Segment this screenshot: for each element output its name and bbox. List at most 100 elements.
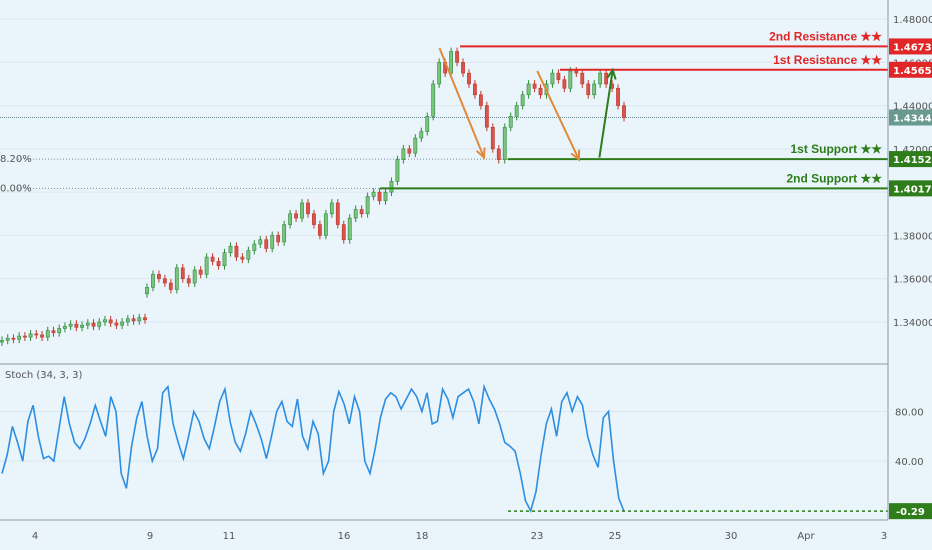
candle-body xyxy=(461,62,465,74)
candle-body xyxy=(137,317,142,322)
time-tick-label: 11 xyxy=(223,531,236,542)
candle-body xyxy=(85,322,90,326)
candle-body xyxy=(467,72,471,85)
level-price-tag xyxy=(889,61,932,78)
candle-body xyxy=(598,72,603,85)
candle-body xyxy=(490,126,495,150)
candle-body xyxy=(377,191,382,202)
candle-body xyxy=(145,287,149,295)
candle-body xyxy=(365,196,370,215)
candle-body xyxy=(562,79,567,89)
price-tick-label: 1.44000 xyxy=(893,102,932,113)
candle-body xyxy=(157,274,161,279)
candle-body xyxy=(496,148,501,160)
time-tick-label: 4 xyxy=(32,531,38,542)
level-price-tag xyxy=(889,38,932,55)
time-tick-label: Apr xyxy=(797,531,815,542)
trend-arrows xyxy=(438,47,617,162)
candle-body xyxy=(568,70,573,89)
stoch-tick-label: 80.00 xyxy=(895,407,924,418)
price-tick-label: 1.34000 xyxy=(893,318,932,329)
candle-body xyxy=(151,274,155,288)
price-tick-label: 1.48000 xyxy=(893,15,932,26)
candle-body xyxy=(288,213,293,225)
trend-arrow xyxy=(598,69,614,158)
stoch-value: -0.29 xyxy=(896,507,925,518)
candle-body xyxy=(484,105,489,128)
level-price-tag xyxy=(889,180,932,197)
candle-body xyxy=(28,333,33,338)
candle-body xyxy=(604,72,609,85)
candle-body xyxy=(17,335,22,340)
price-tick-label: 1.38000 xyxy=(893,231,932,242)
price-tick-label: 1.36000 xyxy=(893,275,932,286)
candle-body xyxy=(353,209,358,219)
candle-body xyxy=(586,83,591,96)
candle-body xyxy=(63,325,67,329)
candle-body xyxy=(335,202,340,225)
trend-arrow xyxy=(438,47,485,158)
candle-body xyxy=(192,269,197,284)
candle-body xyxy=(473,83,477,96)
candle-body xyxy=(198,269,203,275)
candle-body xyxy=(389,181,394,193)
candle-body xyxy=(520,94,525,106)
candle-body xyxy=(449,51,453,74)
candle-body xyxy=(68,323,73,327)
candle-body xyxy=(413,137,418,154)
candle-body xyxy=(532,83,537,89)
trend-arrow-head xyxy=(606,67,617,80)
time-axis: 4 9 11 16 18 23 25 30 Apr 3 xyxy=(0,519,888,542)
candle-body xyxy=(258,239,263,245)
candle-body xyxy=(168,282,173,290)
candle-body xyxy=(329,202,334,215)
candle-body xyxy=(574,70,579,74)
candle-body xyxy=(264,239,269,249)
candle-body xyxy=(57,328,62,334)
candle-body xyxy=(51,330,56,334)
candle-body xyxy=(143,317,147,321)
candle-body xyxy=(103,319,107,323)
candle-body xyxy=(45,330,50,338)
candle-body xyxy=(222,252,227,267)
level-price-value: 1.41528 xyxy=(893,155,932,166)
time-tick-label: 16 xyxy=(338,531,351,542)
candle-body xyxy=(508,116,513,128)
candle-body xyxy=(11,337,16,340)
price-tick-label: 1.42000 xyxy=(893,145,932,156)
candle-body xyxy=(74,323,79,328)
candle-body xyxy=(91,322,96,327)
candle-body xyxy=(162,278,167,284)
candle-body xyxy=(371,191,376,197)
level-price-value: 1.46734 xyxy=(893,42,932,53)
candle-body xyxy=(478,94,483,106)
candle-body xyxy=(276,235,281,243)
candle-body xyxy=(300,202,304,219)
candle-body xyxy=(306,202,310,215)
candle-body xyxy=(97,321,102,327)
candle-body xyxy=(580,72,585,85)
candle-body xyxy=(252,243,257,251)
candle-body xyxy=(234,245,239,258)
candle-body xyxy=(616,87,620,106)
candle-body xyxy=(347,217,352,241)
candle-body xyxy=(341,224,346,241)
candle-body xyxy=(294,213,298,219)
candle-body xyxy=(550,72,555,85)
trend-arrow-head xyxy=(475,147,486,160)
candle-body xyxy=(204,256,209,275)
candle-body xyxy=(425,116,430,132)
candle-body xyxy=(318,224,322,236)
candle-body xyxy=(210,256,215,262)
candle-body xyxy=(556,72,561,80)
time-tick-label: 9 xyxy=(147,531,153,542)
candle-body xyxy=(431,83,436,117)
candle-body xyxy=(34,333,39,336)
candle-body xyxy=(502,126,507,160)
current-price-tag xyxy=(889,109,932,126)
candle-body xyxy=(22,335,27,338)
candle-body xyxy=(592,83,597,96)
fib-label: 8.20% xyxy=(0,154,32,165)
